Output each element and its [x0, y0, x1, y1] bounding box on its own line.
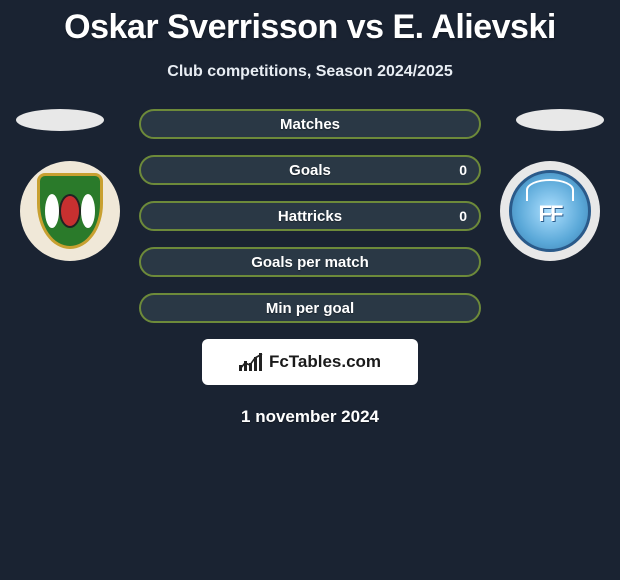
badge-right-inner: FF: [509, 170, 591, 252]
stat-value-right: 0: [459, 162, 467, 178]
stat-row-goals-per-match: Goals per match: [139, 247, 481, 277]
stat-label: Matches: [280, 116, 340, 133]
player-avatar-left: [16, 109, 104, 131]
stat-row-goals: Goals 0: [139, 155, 481, 185]
stats-list: Matches Goals 0 Hattricks 0 Goals per ma…: [139, 109, 481, 323]
stat-value-right: 0: [459, 208, 467, 224]
shield-center-icon: [59, 194, 81, 228]
attribution-badge: FcTables.com: [202, 339, 418, 385]
badge-right-background: FF: [500, 161, 600, 261]
comparison-panel: FF Matches Goals 0 Hattricks 0 Goals per…: [0, 109, 620, 427]
badge-left-background: [20, 161, 120, 261]
badge-right-letters: FF: [539, 201, 562, 227]
chart-icon: [239, 353, 263, 371]
player-avatar-right: [516, 109, 604, 131]
club-badge-left: [20, 161, 120, 261]
stat-row-hattricks: Hattricks 0: [139, 201, 481, 231]
stat-row-min-per-goal: Min per goal: [139, 293, 481, 323]
page-title: Oskar Sverrisson vs E. Alievski: [0, 0, 620, 47]
club-badge-right: FF: [500, 161, 600, 261]
stat-label: Goals per match: [251, 254, 369, 271]
shield-icon: [37, 173, 103, 249]
stat-label: Min per goal: [266, 300, 354, 317]
attribution-text: FcTables.com: [269, 352, 381, 372]
date-label: 1 november 2024: [0, 407, 620, 427]
stat-label: Hattricks: [278, 208, 342, 225]
subtitle: Club competitions, Season 2024/2025: [0, 63, 620, 81]
stat-row-matches: Matches: [139, 109, 481, 139]
stat-label: Goals: [289, 162, 331, 179]
